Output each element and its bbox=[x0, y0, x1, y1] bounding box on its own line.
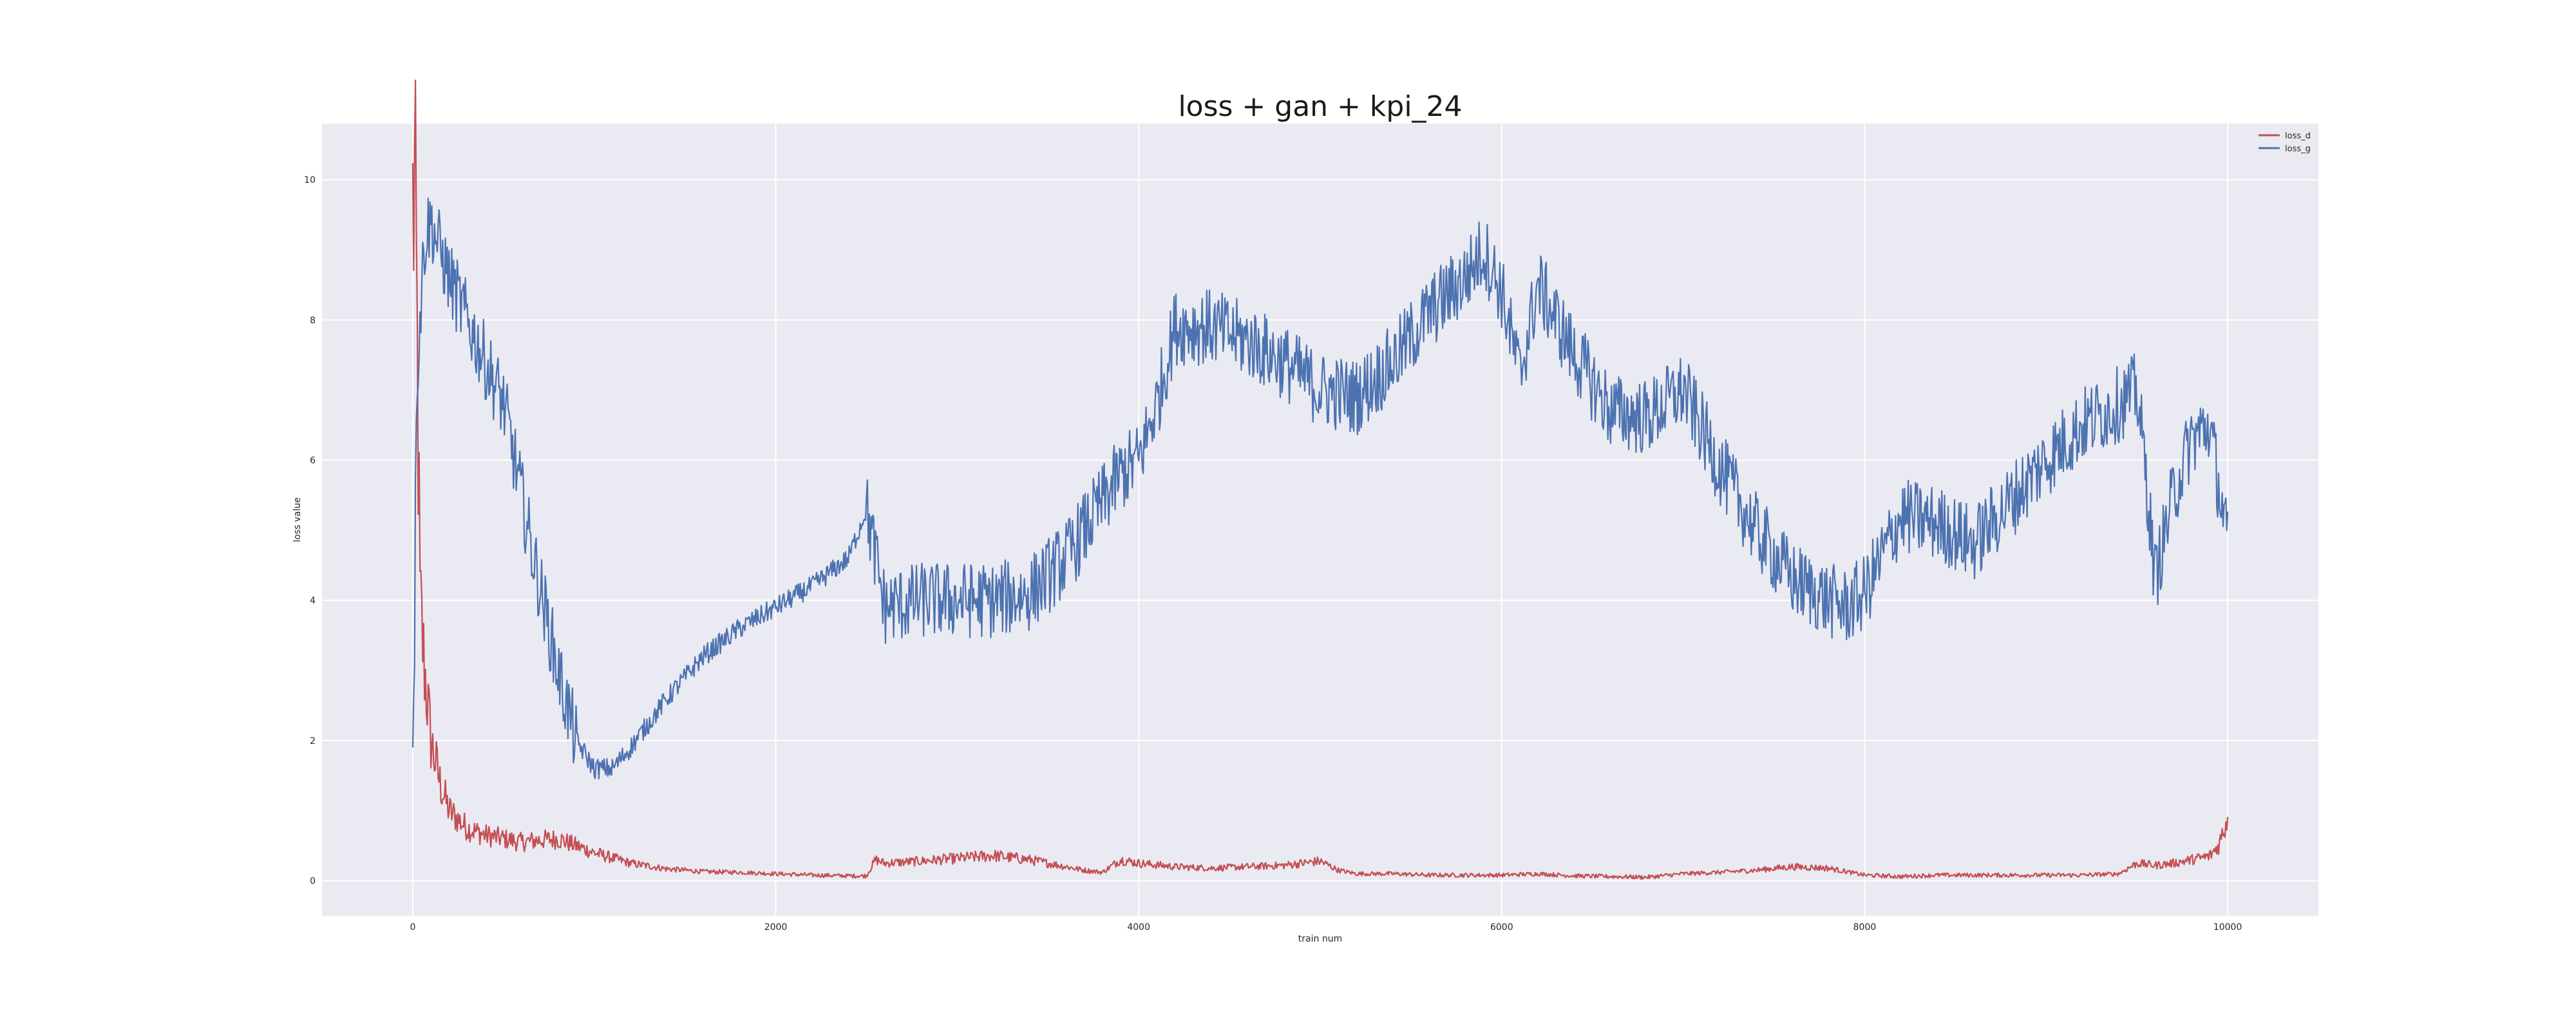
series-layer bbox=[412, 79, 2229, 880]
legend-label-loss_d: loss_d bbox=[2285, 131, 2311, 141]
legend: loss_d loss_g bbox=[2259, 131, 2311, 154]
y-tick-labels: 0 2 4 6 8 10 bbox=[304, 175, 316, 886]
x-tick-label: 10000 bbox=[2213, 922, 2242, 933]
y-tick-label: 8 bbox=[310, 316, 316, 326]
chart-title: loss + gan + kpi_24 bbox=[1178, 90, 1463, 123]
x-tick-label: 4000 bbox=[1127, 922, 1150, 933]
y-tick-label: 10 bbox=[304, 175, 316, 185]
y-tick-label: 2 bbox=[310, 736, 316, 746]
legend-label-loss_g: loss_g bbox=[2285, 144, 2311, 154]
series-line-loss_d bbox=[412, 79, 2229, 880]
x-tick-labels: 0 2000 4000 6000 8000 10000 bbox=[410, 922, 2242, 933]
x-tick-label: 8000 bbox=[1853, 922, 1877, 933]
x-tick-label: 2000 bbox=[764, 922, 788, 933]
plot-background bbox=[322, 124, 2318, 916]
y-tick-label: 4 bbox=[310, 596, 316, 606]
y-tick-label: 6 bbox=[310, 455, 316, 466]
x-tick-label: 6000 bbox=[1490, 922, 1513, 933]
y-axis-label: loss value bbox=[292, 497, 303, 542]
x-tick-label: 0 bbox=[410, 922, 415, 933]
x-axis-label: train num bbox=[1298, 934, 1342, 944]
y-tick-label: 0 bbox=[310, 877, 316, 887]
series-line-loss_g bbox=[412, 197, 2229, 780]
